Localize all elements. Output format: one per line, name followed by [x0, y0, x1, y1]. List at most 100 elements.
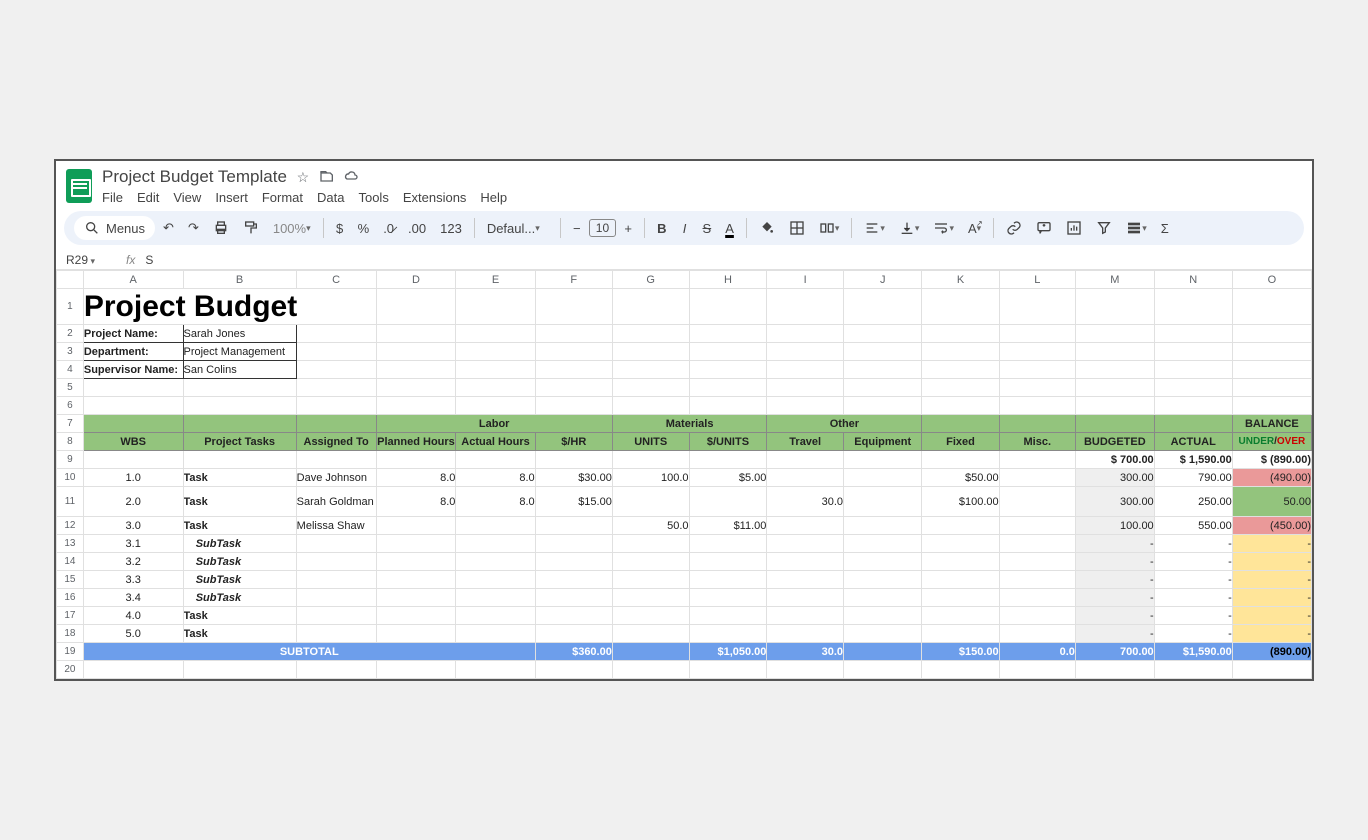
cell[interactable]: Sarah Goldman — [296, 487, 376, 517]
wrap-icon[interactable] — [927, 216, 960, 240]
cell[interactable] — [296, 661, 376, 679]
cell[interactable] — [767, 625, 844, 643]
header-labor[interactable]: Labor — [376, 415, 612, 433]
cell[interactable] — [689, 325, 767, 343]
cell[interactable] — [689, 589, 767, 607]
menu-file[interactable]: File — [102, 190, 123, 205]
functions-icon[interactable]: Σ — [1155, 217, 1175, 240]
cell[interactable]: - — [1075, 607, 1154, 625]
cell[interactable] — [999, 361, 1075, 379]
cell[interactable] — [456, 343, 535, 361]
info-label[interactable]: Department: — [83, 343, 183, 361]
cell[interactable] — [296, 379, 376, 397]
header-cell[interactable] — [1075, 415, 1154, 433]
cell[interactable] — [844, 397, 922, 415]
row-header[interactable]: 6 — [57, 397, 84, 415]
cell[interactable] — [376, 361, 456, 379]
v-align-icon[interactable] — [893, 216, 926, 240]
row-header[interactable]: 8 — [57, 433, 84, 451]
cell[interactable] — [1075, 343, 1154, 361]
cell[interactable]: 8.0 — [376, 469, 456, 487]
cell[interactable] — [1075, 361, 1154, 379]
header-cell[interactable] — [296, 415, 376, 433]
merge-cells-icon[interactable] — [813, 216, 846, 240]
cell[interactable] — [535, 517, 612, 535]
header-cell[interactable]: Planned Hours — [376, 433, 456, 451]
cell[interactable] — [922, 289, 999, 325]
cell[interactable] — [183, 661, 296, 679]
cell[interactable] — [767, 661, 844, 679]
cell[interactable] — [689, 661, 767, 679]
cell[interactable]: $30.00 — [535, 469, 612, 487]
cell[interactable] — [844, 607, 922, 625]
cell[interactable] — [844, 589, 922, 607]
cell[interactable] — [296, 607, 376, 625]
cell[interactable]: 8.0 — [456, 487, 535, 517]
cell[interactable] — [999, 343, 1075, 361]
header-cell[interactable]: UNITS — [612, 433, 689, 451]
row-header[interactable]: 9 — [57, 451, 84, 469]
header-cell[interactable] — [183, 415, 296, 433]
cell[interactable]: - — [1232, 589, 1311, 607]
cell[interactable] — [999, 589, 1075, 607]
cell[interactable] — [612, 361, 689, 379]
sheet-grid[interactable]: ABCDEFGHIJKLMNO1Project Budget2Project N… — [56, 270, 1312, 679]
cell[interactable] — [1075, 379, 1154, 397]
cell[interactable] — [376, 571, 456, 589]
cell[interactable]: SubTask — [183, 571, 296, 589]
cell[interactable] — [376, 535, 456, 553]
decrease-decimal-icon[interactable]: .0̷ — [377, 217, 400, 240]
cell[interactable] — [612, 325, 689, 343]
column-header[interactable]: H — [689, 271, 767, 289]
header-cell[interactable]: Fixed — [922, 433, 999, 451]
cell[interactable]: 250.00 — [1154, 487, 1232, 517]
cell[interactable] — [767, 607, 844, 625]
cell[interactable]: - — [1154, 589, 1232, 607]
cell[interactable] — [767, 289, 844, 325]
column-header[interactable]: N — [1154, 271, 1232, 289]
cell[interactable] — [612, 397, 689, 415]
cell[interactable] — [767, 469, 844, 487]
cell[interactable]: 100.00 — [1075, 517, 1154, 535]
row-header[interactable]: 11 — [57, 487, 84, 517]
cell[interactable] — [689, 451, 767, 469]
cell[interactable] — [535, 451, 612, 469]
cell[interactable] — [1232, 661, 1311, 679]
header-cell[interactable]: Equipment — [844, 433, 922, 451]
cell[interactable] — [689, 343, 767, 361]
cell[interactable]: Melissa Shaw — [296, 517, 376, 535]
cell[interactable]: - — [1154, 571, 1232, 589]
cell[interactable] — [376, 607, 456, 625]
cell[interactable] — [1154, 361, 1232, 379]
cell[interactable] — [456, 289, 535, 325]
cell[interactable] — [767, 589, 844, 607]
cell[interactable] — [296, 553, 376, 571]
cell[interactable] — [1232, 325, 1311, 343]
cell[interactable] — [844, 535, 922, 553]
header-cell[interactable]: Actual Hours — [456, 433, 535, 451]
header-cell[interactable] — [922, 415, 999, 433]
cell[interactable]: 3.3 — [83, 571, 183, 589]
cell[interactable] — [922, 625, 999, 643]
zoom-select[interactable]: 100% — [267, 217, 317, 240]
cell[interactable] — [767, 325, 844, 343]
header-cell[interactable]: Travel — [767, 433, 844, 451]
menu-extensions[interactable]: Extensions — [403, 190, 467, 205]
cell[interactable] — [456, 661, 535, 679]
cell[interactable] — [767, 517, 844, 535]
menu-tools[interactable]: Tools — [358, 190, 388, 205]
row-header[interactable]: 12 — [57, 517, 84, 535]
fill-color-icon[interactable] — [753, 216, 781, 240]
cell[interactable] — [689, 397, 767, 415]
cell[interactable] — [535, 379, 612, 397]
header-cell[interactable]: Assigned To — [296, 433, 376, 451]
filter-icon[interactable] — [1090, 216, 1118, 240]
cell[interactable] — [535, 589, 612, 607]
title-cell[interactable]: Project Budget — [83, 289, 376, 325]
cell[interactable] — [376, 661, 456, 679]
cell[interactable] — [999, 469, 1075, 487]
row-header[interactable]: 19 — [57, 643, 84, 661]
row-header[interactable]: 18 — [57, 625, 84, 643]
cell[interactable] — [999, 289, 1075, 325]
cell[interactable] — [296, 625, 376, 643]
